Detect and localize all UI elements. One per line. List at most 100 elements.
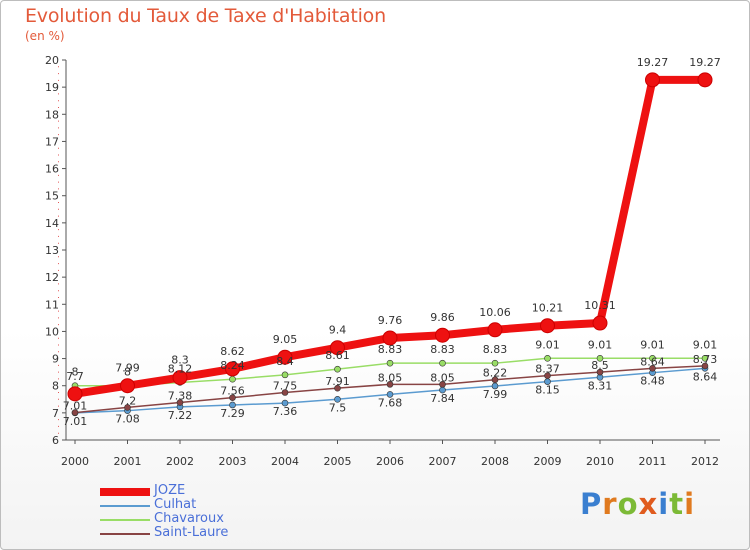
data-label: 7.68 — [378, 396, 403, 409]
data-label: 9.05 — [273, 333, 298, 346]
x-tick-label: 2001 — [114, 455, 142, 468]
data-label: 8.83 — [430, 343, 455, 356]
series-joze — [67, 72, 713, 402]
data-label: 7.01 — [63, 415, 88, 428]
series-saint-laure — [71, 362, 709, 416]
logo-letter: o — [617, 487, 639, 521]
data-label: 8.5 — [591, 359, 609, 372]
data-point — [229, 394, 236, 401]
y-tick-label: 17 — [45, 135, 59, 148]
legend-swatch — [100, 519, 150, 521]
x-tick-label: 2009 — [534, 455, 562, 468]
data-label: 7.38 — [168, 390, 193, 403]
data-label: 8.73 — [693, 353, 718, 366]
data-label: 19.27 — [689, 56, 721, 69]
data-label: 9.01 — [535, 338, 560, 351]
data-point — [281, 389, 289, 396]
data-point — [382, 330, 398, 346]
data-point — [281, 399, 289, 407]
logo-letter: t — [669, 487, 685, 521]
x-tick-label: 2005 — [324, 455, 352, 468]
chart-title: Evolution du Taux de Taxe d'Habitation — [25, 5, 386, 27]
data-label: 7.75 — [273, 380, 298, 393]
y-tick-label: 12 — [45, 271, 59, 284]
data-point — [487, 322, 503, 338]
data-label: 7.22 — [168, 409, 193, 422]
data-label: 8.05 — [378, 371, 403, 384]
y-tick-label: 14 — [45, 217, 59, 230]
legend-swatch — [100, 533, 150, 535]
x-tick-label: 2012 — [691, 455, 719, 468]
data-label: 7.08 — [115, 413, 140, 426]
x-tick-label: 2007 — [429, 455, 457, 468]
data-label: 7.84 — [430, 392, 455, 405]
data-label: 10.31 — [584, 299, 616, 312]
data-label: 19.27 — [637, 56, 669, 69]
y-tick-label: 6 — [52, 434, 59, 447]
y-tick-label: 9 — [52, 353, 59, 366]
data-label: 8 — [72, 366, 79, 379]
data-label: 8.12 — [168, 362, 193, 375]
x-tick-label: 2002 — [166, 455, 194, 468]
y-tick-label: 13 — [45, 244, 59, 257]
data-label: 8.64 — [640, 355, 665, 368]
x-tick-label: 2010 — [586, 455, 614, 468]
data-label: 9.01 — [640, 338, 665, 351]
data-point — [701, 354, 709, 362]
data-label: 8.48 — [640, 375, 665, 388]
data-point — [277, 349, 293, 365]
y-axis-unit-label: (en %) — [25, 29, 65, 43]
data-label: 7.99 — [483, 388, 508, 401]
data-point — [439, 381, 446, 388]
data-label: 7.2 — [119, 394, 137, 407]
data-label: 9.86 — [430, 311, 455, 324]
data-label: 7.99 — [115, 362, 140, 375]
data-label: 8.15 — [535, 384, 560, 397]
data-label: 7.01 — [63, 400, 88, 413]
data-label: 8.05 — [430, 371, 455, 384]
data-label: 8.83 — [483, 343, 508, 356]
y-tick-label: 19 — [45, 81, 59, 94]
data-point — [386, 359, 394, 367]
data-point — [281, 371, 289, 379]
logo-letter: i — [684, 487, 696, 521]
data-point — [596, 354, 604, 362]
legend-label: Culhat — [154, 497, 197, 512]
data-label: 8.31 — [588, 379, 613, 392]
data-point — [544, 372, 551, 379]
data-label: 8.61 — [325, 349, 350, 362]
data-point — [645, 72, 660, 88]
data-point — [120, 378, 135, 394]
data-point — [540, 318, 555, 334]
data-point — [330, 340, 345, 356]
logo-letter: r — [602, 487, 618, 521]
data-label: 8.4 — [276, 355, 294, 368]
data-label: 8.24 — [220, 359, 245, 372]
data-label: 9.4 — [329, 324, 347, 337]
data-point — [592, 315, 608, 331]
x-tick-label: 2008 — [481, 455, 509, 468]
data-point — [544, 354, 551, 362]
y-tick-label: 10 — [45, 325, 59, 338]
x-tick-label: 2003 — [219, 455, 247, 468]
logo-letter: x — [638, 487, 659, 521]
data-label: 7.36 — [273, 405, 298, 418]
y-tick-label: 20 — [45, 54, 59, 67]
data-label: 10.21 — [532, 302, 564, 315]
data-point — [596, 368, 604, 376]
x-tick-label: 2004 — [271, 455, 299, 468]
x-tick-label: 2011 — [639, 455, 667, 468]
data-label: 9.01 — [693, 338, 718, 351]
y-tick-label: 16 — [45, 163, 59, 176]
data-label: 7.7 — [66, 370, 84, 383]
data-point — [225, 361, 240, 377]
x-tick-label: 2006 — [376, 455, 404, 468]
data-label: 8.83 — [378, 343, 403, 356]
y-tick-label: 11 — [45, 298, 59, 311]
logo-letter: i — [658, 487, 670, 521]
legend-label: Saint-Laure — [154, 525, 229, 540]
y-tick-label: 8 — [52, 380, 59, 393]
